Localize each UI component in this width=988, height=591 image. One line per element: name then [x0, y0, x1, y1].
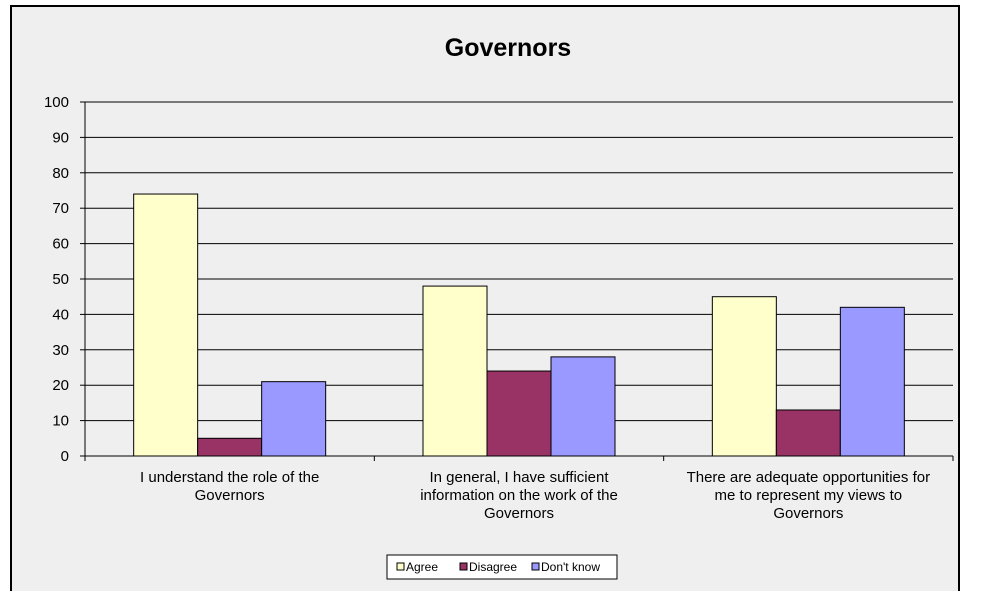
legend-swatch	[531, 562, 540, 571]
bar-agree-1	[133, 193, 199, 457]
y-tick-label: 70	[52, 200, 69, 217]
category-label-line: In general, I have sufficient	[429, 469, 609, 486]
legend-label: Disagree	[469, 560, 517, 574]
y-tick-label: 100	[44, 94, 69, 111]
y-axis: 0 10 20 30 40 50 60 70 80 90 100	[44, 94, 86, 465]
legend: Agree Disagree Don't know	[386, 554, 618, 580]
category-label-line: Governors	[195, 487, 265, 504]
bar-don-t-know-1	[261, 381, 327, 457]
bar-don-t-know-2	[550, 356, 616, 457]
bars	[133, 193, 905, 457]
y-tick-label: 90	[52, 129, 69, 146]
category-label-line: Governors	[484, 505, 554, 522]
y-tick-label: 30	[52, 342, 69, 359]
legend-swatch	[396, 562, 405, 571]
x-axis: I understand the role of the GovernorsIn …	[84, 455, 954, 522]
legend-swatch	[459, 562, 468, 571]
bar-agree-3	[711, 296, 777, 457]
y-tick-label: 60	[52, 236, 69, 253]
y-tick-label: 0	[61, 448, 69, 465]
category-label-line: Governors	[773, 505, 843, 522]
legend-label: Don't know	[541, 560, 600, 574]
y-tick-label: 20	[52, 377, 69, 394]
y-tick-label: 40	[52, 306, 69, 323]
category-label-line: me to represent my views to	[715, 487, 903, 504]
bar-disagree-3	[775, 409, 841, 457]
bar-disagree-1	[197, 437, 263, 457]
bar-don-t-know-3	[839, 306, 905, 457]
y-tick-label: 50	[52, 271, 69, 288]
y-tick-label: 80	[52, 165, 69, 182]
y-tick-label: 10	[52, 413, 69, 430]
chart-title: Governors	[445, 34, 571, 62]
category-label-line: There are adequate opportunities for	[687, 469, 931, 486]
legend-label: Agree	[406, 560, 438, 574]
category-label: There are adequate opportunities for me t…	[687, 469, 931, 522]
category-label: I understand the role of the Governors	[140, 469, 319, 504]
category-label: In general, I have sufficient information…	[420, 469, 618, 522]
category-label-line: information on the work of the	[420, 487, 618, 504]
bar-disagree-2	[486, 370, 552, 457]
bar-agree-2	[422, 285, 488, 457]
category-label-line: I understand the role of the	[140, 469, 319, 486]
legend-box	[386, 554, 618, 580]
